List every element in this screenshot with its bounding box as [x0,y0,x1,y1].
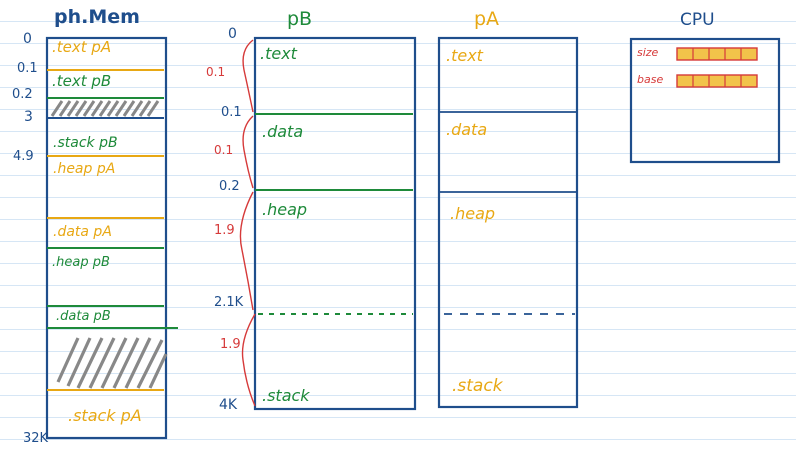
pA-title: pA [474,8,500,30]
hatch-free-region [50,100,160,117]
pB-size-brace [241,313,256,407]
phys-mem-box [45,36,168,440]
pB-segment-label: .text [260,44,297,63]
pB-segment-label: .stack [262,386,310,405]
pB-size-brace [242,39,254,113]
size-register [676,47,758,61]
phys-region-label: .text pA [52,38,112,56]
pB-segment-label: .heap [262,200,308,219]
size-register-label: size [637,46,659,59]
pB-size-brace [242,115,254,189]
pB-address-label: 0.1 [221,105,242,120]
cpu-title: CPU [680,10,715,30]
pB-title: pB [287,8,313,30]
phys-region-label: .stack pA [68,406,142,425]
pB-size-label: 0.1 [214,143,234,157]
pB-address-label: 0 [228,26,237,42]
pA-segment-label: .text [446,46,483,65]
phys-address-label: 0.2 [12,87,33,102]
base-register [676,74,758,88]
pB-segment-label: .data [262,122,304,141]
phys-address-label: 0.1 [17,61,38,76]
pB-address-label: 4K [219,397,238,413]
pB-size-label: 1.9 [220,337,241,352]
pB-size-brace [239,191,254,311]
pA-segment-label: .heap [450,204,496,223]
pB-size-label: 0.1 [206,65,226,79]
pA-segment-label: .stack [452,376,503,396]
phys-mem-title: ph.Mem [54,6,140,28]
phys-region-label: .stack pB [53,135,118,151]
pB-box [253,36,417,411]
phys-address-label: 32K [23,431,49,446]
phys-address-label: 0 [23,31,32,47]
phys-address-label: 3 [24,109,33,125]
phys-region-label: .text pB [52,72,112,90]
pB-address-label: 2.1K [214,295,244,310]
phys-region-label: .heap pB [52,255,110,270]
pB-size-label: 1.9 [214,223,235,238]
phys-region-label: .data pB [56,309,111,324]
cpu-box [629,37,781,164]
base-register-label: base [637,73,664,86]
hatch-free-region [56,337,168,389]
phys-address-label: 4.9 [13,149,34,164]
pA-box [437,36,579,409]
pA-segment-label: .data [446,120,488,139]
phys-region-label: .heap pA [53,161,116,177]
phys-region-label: .data pA [53,224,112,240]
pB-address-label: 0.2 [219,179,240,194]
